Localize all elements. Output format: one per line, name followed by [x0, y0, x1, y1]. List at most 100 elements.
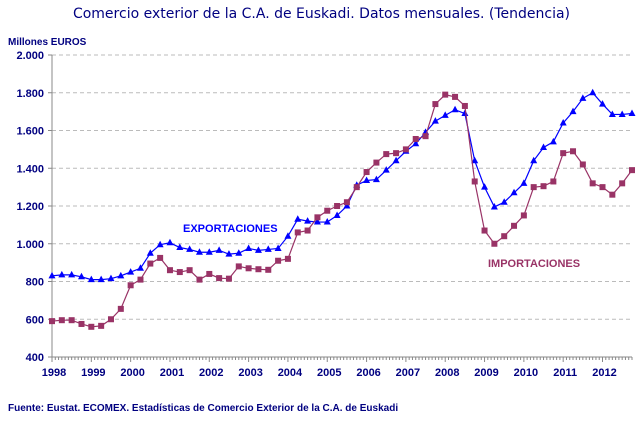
data-point	[147, 260, 154, 267]
data-point	[255, 266, 262, 273]
data-point	[570, 148, 577, 155]
data-point	[540, 183, 547, 190]
data-point	[461, 109, 469, 117]
data-point	[619, 180, 626, 187]
x-tick-label: 2005	[317, 367, 341, 379]
series-exportaciones	[48, 88, 636, 283]
data-point	[58, 317, 65, 324]
data-point	[422, 133, 429, 140]
data-point	[510, 188, 518, 196]
data-point	[432, 101, 439, 108]
series-importaciones	[49, 91, 635, 330]
data-point	[511, 222, 518, 229]
data-point	[225, 275, 232, 282]
data-point	[186, 245, 194, 252]
data-point	[48, 271, 56, 279]
y-tick-label: 1.400	[16, 163, 44, 175]
data-point	[304, 227, 311, 234]
x-tick-label: 1999	[81, 367, 105, 379]
data-point	[127, 268, 135, 275]
data-point	[313, 218, 321, 225]
x-tick-label: 1998	[42, 367, 66, 379]
data-point	[274, 244, 282, 251]
data-point	[294, 229, 301, 236]
data-point	[334, 203, 341, 209]
x-tick-label: 2006	[356, 367, 380, 379]
data-point	[176, 269, 183, 276]
x-tick-label: 2000	[120, 367, 144, 379]
source-note: Fuente: Eustat. ECOMEX. Estadísticas de …	[8, 403, 399, 414]
x-tick-label: 2012	[592, 367, 616, 379]
data-point	[559, 118, 567, 126]
data-point	[589, 88, 597, 96]
data-point	[579, 94, 587, 101]
data-point	[461, 102, 468, 109]
data-point	[500, 198, 508, 205]
data-point	[520, 212, 527, 219]
data-point	[98, 322, 105, 329]
data-point	[628, 109, 636, 117]
data-point	[382, 166, 390, 173]
y-tick-label: 800	[26, 277, 44, 289]
data-point	[68, 270, 76, 278]
data-point	[383, 151, 390, 158]
data-point	[157, 254, 164, 261]
data-point	[87, 275, 95, 283]
y-tick-label: 1.800	[16, 88, 44, 100]
y-tick-label: 2.000	[16, 50, 44, 62]
data-point	[442, 91, 449, 98]
data-point	[451, 105, 459, 113]
data-point	[629, 167, 635, 174]
data-point	[146, 249, 154, 256]
data-point	[196, 276, 203, 283]
data-point	[353, 184, 360, 191]
data-point	[589, 180, 596, 187]
data-point	[412, 135, 419, 142]
data-point	[343, 202, 351, 209]
data-point	[402, 146, 409, 153]
data-point	[501, 233, 508, 240]
data-point	[392, 156, 400, 164]
data-point	[481, 183, 489, 190]
x-tick-label: 2011	[553, 367, 577, 379]
data-point	[608, 110, 616, 117]
data-point	[412, 139, 420, 147]
data-point	[166, 267, 173, 274]
data-point	[235, 263, 242, 270]
data-point	[137, 276, 144, 283]
data-point	[254, 246, 262, 253]
data-point	[107, 316, 114, 323]
data-point	[491, 240, 498, 247]
data-point	[225, 250, 233, 257]
series-line	[51, 91, 633, 281]
data-point	[264, 245, 272, 252]
y-tick-label: 1.600	[16, 126, 44, 138]
data-point	[136, 264, 144, 271]
data-point	[97, 275, 105, 283]
data-point	[245, 265, 252, 272]
data-point	[68, 317, 75, 324]
data-point	[186, 267, 193, 274]
data-point	[166, 238, 174, 246]
data-point	[520, 179, 528, 186]
x-tick-label: 2003	[238, 367, 262, 379]
data-point	[304, 217, 312, 224]
data-point	[363, 169, 370, 176]
data-point	[314, 214, 321, 221]
data-point	[549, 137, 557, 145]
data-point	[540, 143, 548, 150]
x-tick-label: 2009	[474, 367, 498, 379]
data-point	[78, 320, 85, 327]
data-point	[176, 243, 184, 251]
x-tick-label: 2007	[396, 367, 420, 379]
data-point	[49, 318, 55, 325]
data-point	[275, 257, 282, 264]
x-tick-label: 2004	[278, 367, 303, 379]
data-point	[560, 150, 567, 157]
data-point	[333, 211, 341, 218]
series-label-importaciones: IMPORTACIONES	[488, 258, 580, 270]
data-point	[156, 240, 164, 248]
data-point	[265, 266, 272, 273]
data-point	[343, 199, 350, 206]
